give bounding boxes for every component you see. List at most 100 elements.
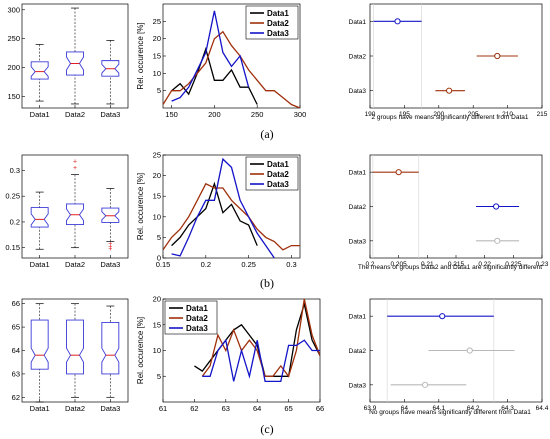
- y-tick-label: 150: [7, 92, 20, 101]
- series-line-Data2: [163, 30, 300, 108]
- x-tick-label: 0.21: [421, 261, 434, 268]
- box-Data2: [66, 303, 84, 398]
- x-tick-label: Data3: [100, 260, 120, 269]
- box-Data1: [30, 303, 49, 403]
- ci-Data1: [387, 313, 494, 320]
- x-tick-label: 0.215: [448, 261, 465, 268]
- y-axis-label: Rel. occurence [%]: [136, 22, 145, 89]
- box-body: [66, 51, 84, 76]
- legend-entry: Data1: [186, 304, 208, 313]
- y-tick-label: 62: [12, 393, 20, 402]
- x-tick-label: Data1: [30, 260, 50, 269]
- legend-entry: Data1: [267, 9, 289, 18]
- x-tick-label: 215: [537, 111, 548, 118]
- histogram-panel: 5 10 15 20 25 150 200 250 300 Rel. occurence [%] D…: [136, 3, 307, 119]
- histogram-frame: [162, 154, 301, 259]
- x-tick-label: 64.4: [536, 405, 549, 412]
- ci-Data1: [373, 18, 422, 25]
- x-tick-label: 63.9: [364, 405, 377, 412]
- x-tick-label: 0.3: [286, 260, 296, 269]
- legend-entry: Data2: [186, 314, 208, 323]
- x-tick-label: 0.23: [536, 261, 549, 268]
- histogram-panel: 0 5 10 15 20 25 0.15 0.2 0.25 0.3 Rel. occurence […: [136, 151, 301, 269]
- x-tick-label: 300: [294, 110, 307, 119]
- legend-entry: Data1: [267, 160, 289, 169]
- y-tick-label: Data3: [349, 88, 367, 95]
- outlier: +: [73, 165, 77, 172]
- box-Data2: ++: [66, 159, 84, 249]
- multcompare-caption: No groups have means significantly diffe…: [369, 409, 531, 416]
- ci-mean-marker: [466, 347, 473, 354]
- ci-Data2: [428, 347, 515, 354]
- x-tick-label: 66: [316, 404, 324, 413]
- x-tick-label: 250: [251, 110, 264, 119]
- x-tick-label: 210: [502, 111, 513, 118]
- box-body: [30, 319, 49, 370]
- x-tick-label: 0.225: [505, 261, 522, 268]
- y-tick-label: Data2: [349, 204, 367, 211]
- x-tick-label: 150: [165, 110, 178, 119]
- box-body: [66, 203, 84, 225]
- x-tick-label: Data2: [65, 260, 85, 269]
- y-tick-label: Data1: [349, 170, 367, 177]
- box-Data2: [66, 7, 84, 105]
- multcompare-panel: 190 195 200 205 210 215 Data1 Data2 Data3 2 group…: [349, 3, 548, 121]
- y-tick-label: 15: [153, 320, 161, 329]
- x-tick-label: 63: [222, 404, 230, 413]
- legend-entry: Data2: [267, 19, 289, 28]
- ci-mean-marker: [394, 18, 401, 25]
- boxplot-panel: 150 200 250 300 Data1 Data2 Data3: [7, 3, 129, 119]
- x-tick-label: 195: [399, 111, 410, 118]
- legend-entry: Data2: [267, 170, 289, 179]
- outlier: +: [108, 246, 112, 253]
- x-tick-label: 0.22: [478, 261, 491, 268]
- box-body: [101, 60, 120, 77]
- y-tick-label: 15: [153, 192, 161, 201]
- x-tick-label: Data2: [65, 404, 85, 413]
- legend-entry: Data3: [267, 180, 289, 189]
- ci-Data3: [476, 237, 520, 244]
- y-tick-label: 10: [153, 69, 161, 78]
- x-tick-label: 64.3: [501, 405, 514, 412]
- series-line-Data1: [194, 301, 320, 377]
- ci-mean-marker: [493, 203, 500, 210]
- y-tick-label: 64: [12, 346, 20, 355]
- row-label: (a): [260, 127, 273, 141]
- x-tick-label: 0.2: [201, 260, 211, 269]
- y-tick-label: 10: [153, 212, 161, 221]
- y-tick-label: 0: [157, 254, 161, 263]
- x-tick-label: 200: [433, 111, 444, 118]
- y-tick-label: Data2: [349, 348, 367, 355]
- legend-entry: Data3: [186, 324, 208, 333]
- x-tick-label: 205: [468, 111, 479, 118]
- x-tick-label: 0.15: [156, 260, 171, 269]
- x-tick-label: 64.1: [432, 405, 445, 412]
- ci-Data3: [390, 381, 467, 388]
- x-tick-label: 200: [208, 110, 221, 119]
- y-tick-label: 65: [12, 323, 20, 332]
- series-line-Data2: [163, 182, 300, 251]
- row-label: (b): [260, 276, 274, 290]
- y-tick-label: 250: [7, 34, 20, 43]
- y-tick-label: 20: [153, 34, 161, 43]
- series-line-Data2: [201, 299, 320, 378]
- histogram-panel: 5 10 15 20 61 62 63 64 65 66 Rel. occurence [%] Dat…: [136, 295, 324, 414]
- box-body: [30, 207, 49, 228]
- multcompare-panel: 63.9 64 64.1 64.2 64.3 64.4 Data1 Data2 Data3 No …: [349, 298, 549, 416]
- y-tick-label: 0.3: [10, 166, 20, 175]
- x-tick-label: 0.205: [391, 261, 408, 268]
- ci-mean-marker: [446, 87, 453, 94]
- outlier: +: [73, 159, 77, 166]
- multcompare-caption: 2 groups have means significantly differ…: [371, 114, 528, 121]
- series-line-Data3: [171, 10, 250, 102]
- series-line-Data3: [171, 157, 275, 258]
- ci-Data1: [372, 169, 419, 176]
- box-Data3: [101, 305, 120, 398]
- ci-mean-marker: [395, 169, 402, 176]
- box-body: [101, 207, 120, 223]
